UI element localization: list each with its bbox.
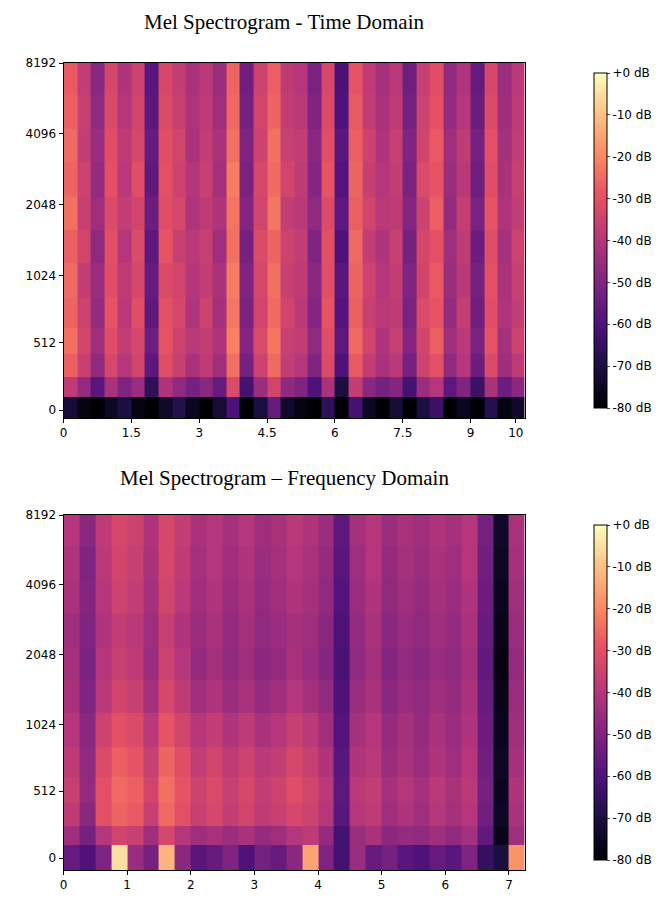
svg-text:1.5: 1.5 (122, 426, 141, 440)
svg-text:4.5: 4.5 (258, 426, 277, 440)
svg-text:2: 2 (187, 878, 195, 892)
svg-text:-20 dB: -20 dB (612, 150, 651, 164)
svg-text:6: 6 (441, 878, 449, 892)
svg-text:-50 dB: -50 dB (612, 276, 651, 290)
svg-text:-30 dB: -30 dB (612, 644, 651, 658)
svg-text:Mel Spectrogram - Time Domain: Mel Spectrogram - Time Domain (144, 10, 424, 34)
svg-text:2048: 2048 (26, 198, 57, 212)
svg-text:512: 512 (33, 336, 56, 350)
svg-text:-10 dB: -10 dB (612, 108, 651, 122)
svg-text:2048: 2048 (26, 648, 57, 662)
svg-text:-60 dB: -60 dB (612, 317, 651, 331)
svg-text:-80 dB: -80 dB (612, 401, 651, 415)
svg-text:+0 dB: +0 dB (612, 66, 649, 80)
svg-text:-30 dB: -30 dB (612, 192, 651, 206)
svg-text:0: 0 (60, 878, 68, 892)
svg-text:512: 512 (33, 784, 56, 798)
svg-text:-70 dB: -70 dB (612, 811, 651, 825)
svg-text:7: 7 (505, 878, 513, 892)
svg-text:4096: 4096 (26, 127, 57, 141)
svg-text:0: 0 (48, 403, 56, 417)
svg-text:+0 dB: +0 dB (612, 518, 649, 532)
svg-text:3: 3 (251, 878, 259, 892)
svg-text:9: 9 (467, 426, 475, 440)
svg-text:0: 0 (60, 426, 68, 440)
svg-text:1: 1 (123, 878, 131, 892)
svg-text:-10 dB: -10 dB (612, 560, 651, 574)
svg-text:-40 dB: -40 dB (612, 686, 651, 700)
svg-text:-40 dB: -40 dB (612, 234, 651, 248)
svg-text:0: 0 (48, 851, 56, 865)
svg-text:Mel Spectrogram – Frequency Do: Mel Spectrogram – Frequency Domain (120, 466, 449, 490)
svg-text:3: 3 (195, 426, 203, 440)
svg-text:-50 dB: -50 dB (612, 728, 651, 742)
svg-text:6: 6 (331, 426, 339, 440)
svg-text:7.5: 7.5 (393, 426, 412, 440)
svg-text:8192: 8192 (26, 56, 57, 70)
svg-text:-20 dB: -20 dB (612, 602, 651, 616)
svg-text:4: 4 (314, 878, 322, 892)
svg-text:10: 10 (508, 426, 523, 440)
svg-text:5: 5 (378, 878, 386, 892)
svg-text:-80 dB: -80 dB (612, 853, 651, 867)
svg-text:-70 dB: -70 dB (612, 359, 651, 373)
svg-text:1024: 1024 (26, 269, 57, 283)
svg-text:1024: 1024 (26, 718, 57, 732)
svg-text:-60 dB: -60 dB (612, 769, 651, 783)
svg-text:4096: 4096 (26, 578, 57, 592)
svg-text:8192: 8192 (26, 508, 57, 522)
